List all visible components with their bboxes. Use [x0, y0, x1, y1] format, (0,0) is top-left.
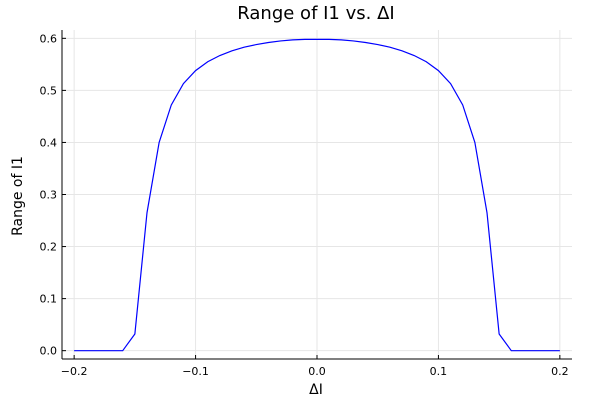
x-ticks: −0.2 −0.1 0.0 0.1 0.2	[61, 355, 569, 378]
y-tick-label: 0.4	[40, 136, 58, 149]
y-tick-label: 0.1	[40, 293, 58, 306]
chart-title: Range of I1 vs. ΔI	[237, 3, 394, 24]
x-tick-label: 0.2	[551, 365, 569, 378]
grid	[62, 30, 572, 359]
y-ticks: 0.0 0.1 0.2 0.3 0.4 0.5 0.6	[40, 32, 66, 358]
x-tick-label: 0.0	[308, 365, 326, 378]
x-tick-label: −0.1	[182, 365, 209, 378]
x-axis-label: ΔI	[309, 382, 323, 398]
y-tick-label: 0.2	[40, 241, 58, 254]
series-group	[74, 38, 560, 352]
x-tick-label: 0.1	[430, 365, 448, 378]
y-axis-label: Range of I1	[10, 156, 26, 236]
x-tick-label: −0.2	[61, 365, 88, 378]
series-line	[74, 38, 560, 352]
y-tick-label: 0.3	[40, 189, 58, 202]
y-tick-label: 0.6	[40, 32, 58, 45]
y-tick-label: 0.0	[40, 345, 58, 358]
y-tick-label: 0.5	[40, 84, 58, 97]
